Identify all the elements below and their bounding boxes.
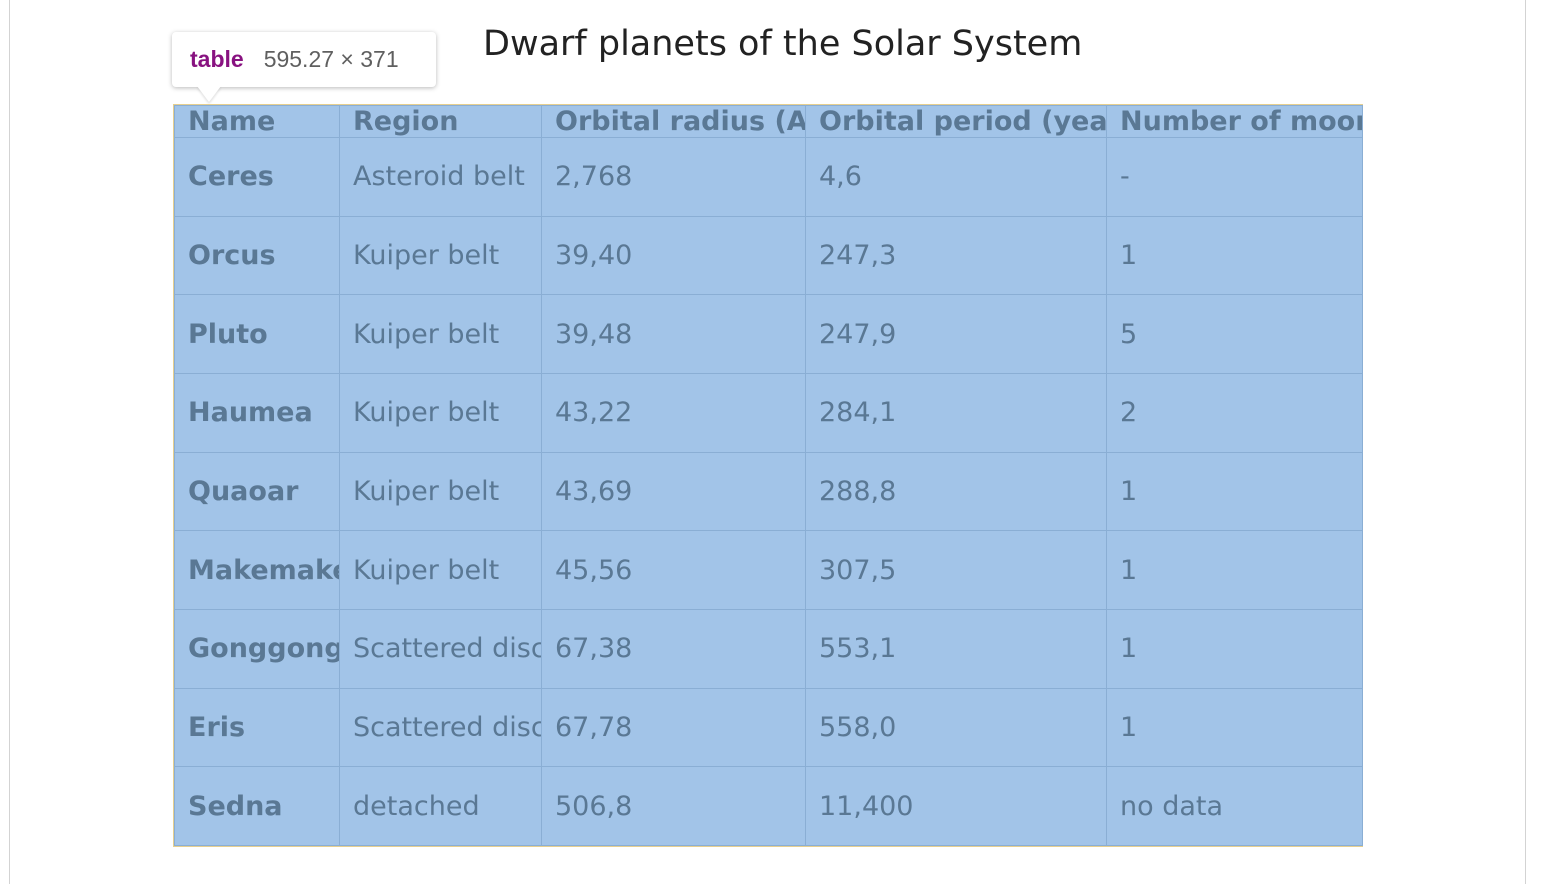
cell-orbital-radius: 39,48 xyxy=(541,294,806,374)
cell-region: Kuiper belt xyxy=(339,451,542,532)
table-row: Gonggong Scattered disc 67,38 553,1 1 xyxy=(174,608,1363,689)
element-inspector-tooltip: table 595.27 × 371 xyxy=(172,32,436,87)
cell-orbital-period: 247,9 xyxy=(805,294,1107,374)
cell-moons: 1 xyxy=(1106,608,1363,689)
table-header-row: Name Region Orbital radius (AU) Orbital … xyxy=(174,105,1363,138)
cell-name: Makemake xyxy=(174,530,340,610)
header-orbital-period: Orbital period (years) xyxy=(805,105,1107,138)
cell-moons: 2 xyxy=(1106,372,1363,453)
tooltip-pointer xyxy=(197,86,221,102)
cell-region: detached xyxy=(339,766,542,846)
highlighted-table: Name Region Orbital radius (AU) Orbital … xyxy=(173,104,1363,847)
header-region: Region xyxy=(339,105,542,138)
cell-orbital-period: 247,3 xyxy=(805,215,1107,296)
cell-orbital-radius: 43,69 xyxy=(541,451,806,532)
cell-name: Haumea xyxy=(174,372,340,453)
header-name: Name xyxy=(174,105,340,138)
table-row: Quaoar Kuiper belt 43,69 288,8 1 xyxy=(174,451,1363,532)
table-row: Pluto Kuiper belt 39,48 247,9 5 xyxy=(174,294,1363,374)
table-row: Sedna detached 506,8 11,400 no data xyxy=(174,766,1363,846)
cell-orbital-radius: 2,768 xyxy=(541,137,806,217)
table-row: Makemake Kuiper belt 45,56 307,5 1 xyxy=(174,530,1363,610)
tooltip-dimensions: 595.27 × 371 xyxy=(263,46,399,72)
cell-orbital-period: 4,6 xyxy=(805,137,1107,217)
cell-moons: no data xyxy=(1106,766,1363,846)
cell-moons: 1 xyxy=(1106,530,1363,610)
cell-name: Sedna xyxy=(174,766,340,846)
table-row: Haumea Kuiper belt 43,22 284,1 2 xyxy=(174,372,1363,453)
cell-orbital-radius: 67,78 xyxy=(541,687,806,768)
dwarf-planets-table: Name Region Orbital radius (AU) Orbital … xyxy=(174,105,1363,846)
cell-region: Scattered disc xyxy=(339,687,542,768)
cell-moons: 5 xyxy=(1106,294,1363,374)
cell-moons: 1 xyxy=(1106,451,1363,532)
cell-orbital-period: 284,1 xyxy=(805,372,1107,453)
cell-region: Kuiper belt xyxy=(339,294,542,374)
cell-orbital-period: 558,0 xyxy=(805,687,1107,768)
cell-orbital-period: 11,400 xyxy=(805,766,1107,846)
cell-moons: 1 xyxy=(1106,215,1363,296)
table-row: Ceres Asteroid belt 2,768 4,6 - xyxy=(174,137,1363,217)
cell-moons: - xyxy=(1106,137,1363,217)
cell-name: Pluto xyxy=(174,294,340,374)
cell-name: Gonggong xyxy=(174,608,340,689)
cell-region: Kuiper belt xyxy=(339,215,542,296)
header-orbital-radius: Orbital radius (AU) xyxy=(541,105,806,138)
cell-name: Orcus xyxy=(174,215,340,296)
cell-orbital-radius: 67,38 xyxy=(541,608,806,689)
cell-name: Ceres xyxy=(174,137,340,217)
cell-moons: 1 xyxy=(1106,687,1363,768)
cell-region: Scattered disc xyxy=(339,608,542,689)
cell-region: Kuiper belt xyxy=(339,530,542,610)
cell-orbital-radius: 45,56 xyxy=(541,530,806,610)
cell-region: Asteroid belt xyxy=(339,137,542,217)
cell-orbital-period: 307,5 xyxy=(805,530,1107,610)
cell-name: Quaoar xyxy=(174,451,340,532)
cell-orbital-period: 288,8 xyxy=(805,451,1107,532)
table-row: Eris Scattered disc 67,78 558,0 1 xyxy=(174,687,1363,768)
header-number-of-moons: Number of moons xyxy=(1106,105,1363,138)
cell-region: Kuiper belt xyxy=(339,372,542,453)
cell-orbital-period: 553,1 xyxy=(805,608,1107,689)
table-caption: Dwarf planets of the Solar System xyxy=(483,24,1083,64)
cell-orbital-radius: 39,40 xyxy=(541,215,806,296)
cell-orbital-radius: 43,22 xyxy=(541,372,806,453)
table-row: Orcus Kuiper belt 39,40 247,3 1 xyxy=(174,215,1363,296)
cell-orbital-radius: 506,8 xyxy=(541,766,806,846)
tooltip-tag-name: table xyxy=(190,46,244,72)
cell-name: Eris xyxy=(174,687,340,768)
